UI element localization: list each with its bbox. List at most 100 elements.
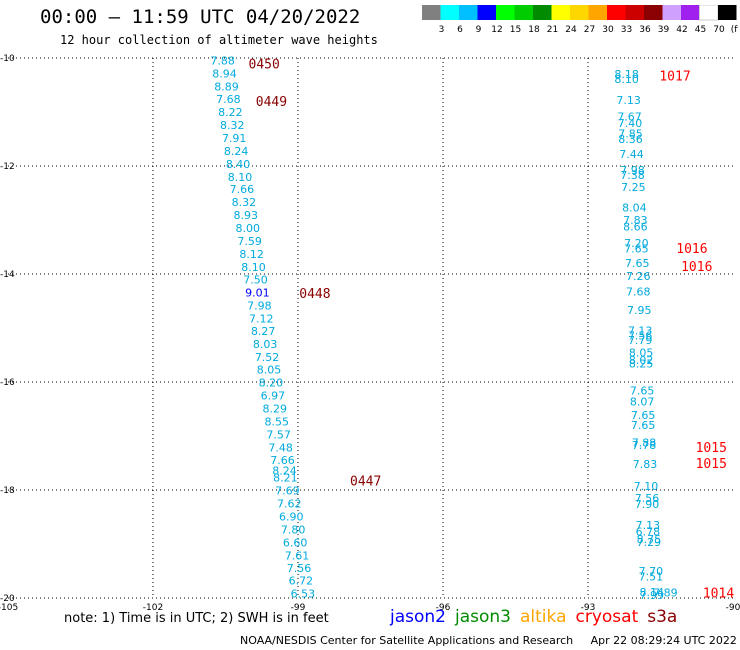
wave-height-point: 7.67 <box>617 110 642 123</box>
color-scale-label: 36 <box>639 25 651 35</box>
wave-height-point: 7.20 <box>624 237 649 250</box>
wave-height-point: 7.12 <box>249 312 274 325</box>
x-tick-label: -96 <box>436 603 451 613</box>
color-swatch <box>514 5 533 20</box>
wave-height-point: 7.88 <box>632 436 657 449</box>
wave-height-point: 7.80 <box>281 523 306 536</box>
color-scale-label: 18 <box>528 25 540 35</box>
wave-height-point: 7.50 <box>243 273 268 286</box>
wave-height-point: 7.68 <box>626 285 651 298</box>
legend-jason3: jason3 <box>455 607 511 627</box>
wave-height-point: 7.70 <box>639 565 664 578</box>
y-tick-label: -14 <box>0 270 15 280</box>
wave-height-point: 7.88 <box>210 55 235 68</box>
wave-height-point: 7.56 <box>287 562 312 575</box>
wave-height-point: 7.66 <box>270 454 295 467</box>
y-tick-label: -10 <box>0 54 15 64</box>
wave-height-point: 7.65 <box>631 419 656 432</box>
x-tick-label: -93 <box>581 603 596 613</box>
color-swatch <box>459 5 478 20</box>
time-label: 0449 <box>256 95 287 110</box>
color-swatch <box>625 5 644 20</box>
legend-cryosat: cryosat <box>575 607 639 627</box>
x-tick-label: -99 <box>291 603 306 613</box>
x-tick-label: -105 <box>0 603 18 613</box>
wave-height-point: 8.32 <box>220 119 245 132</box>
wave-height-point: 7.69 <box>275 485 300 498</box>
wave-height-point: 7.98 <box>620 164 645 177</box>
y-tick-label: -12 <box>0 162 15 172</box>
wave-height-point: 8.14 <box>640 586 665 599</box>
time-label: 1017 <box>659 69 690 84</box>
wave-height-point: 8.93 <box>234 209 259 222</box>
y-tick-label: -20 <box>0 594 15 604</box>
wave-height-point: 7.62 <box>277 498 302 511</box>
legend-jason2: jason2 <box>390 607 446 627</box>
wave-height-point: 7.59 <box>237 235 262 248</box>
wave-height-point: 7.65 <box>625 257 650 270</box>
wave-height-point: 7.25 <box>621 181 646 194</box>
color-swatch <box>496 5 515 20</box>
wave-height-point: 8.55 <box>264 415 289 428</box>
color-swatch <box>662 5 681 20</box>
color-scale-label: (ft) <box>731 25 738 35</box>
color-swatch <box>681 5 700 20</box>
footnote: note: 1) Time is in UTC; 2) SWH is in fe… <box>64 611 329 626</box>
wave-height-point: 8.22 <box>218 106 243 119</box>
color-swatch <box>422 5 441 20</box>
wave-height-point: 8.10 <box>614 73 639 86</box>
wave-height-point: 8.05 <box>629 346 654 359</box>
color-scale-label: 45 <box>695 25 706 35</box>
wave-height-point: 6.78 <box>636 526 661 539</box>
color-scale-label: 30 <box>602 25 614 35</box>
wave-height-point: 8.75 <box>637 533 662 546</box>
wave-height-point: 7.44 <box>619 148 644 161</box>
time-label: 0447 <box>350 474 381 489</box>
color-swatch <box>718 5 737 20</box>
wave-height-point: 7.83 <box>633 458 658 471</box>
wave-height-point: 8.32 <box>232 196 257 209</box>
wave-height-point: 8.12 <box>239 248 264 261</box>
color-scale-label: 3 <box>439 25 445 35</box>
wave-height-point: 8.20 <box>259 377 284 390</box>
wave-height-point: 7.99 <box>640 589 665 602</box>
legend-altika: altika <box>520 607 567 627</box>
wave-height-point: 7.65 <box>630 385 655 398</box>
wave-height-point: 7.95 <box>627 304 652 317</box>
wave-height-point: 8.66 <box>623 220 648 233</box>
wave-height-point: 7.65 <box>631 409 656 422</box>
wave-height-point: 7.90 <box>635 498 660 511</box>
wave-height-point: 6.53 <box>291 588 316 601</box>
wave-height-point: 7.56 <box>628 330 653 343</box>
color-scale-label: 15 <box>510 25 521 35</box>
wave-height-point: 7.65 <box>624 243 649 256</box>
color-scale-label: 21 <box>547 25 558 35</box>
time-label: 0450 <box>249 57 280 72</box>
wave-height-point: 7.98 <box>247 299 272 312</box>
wave-height-point: 6.97 <box>261 390 286 403</box>
wave-height-point: 8.02 <box>629 354 654 367</box>
wave-height-point: 7.79 <box>628 334 653 347</box>
wave-height-point: 8.04 <box>622 202 647 215</box>
wave-height-point: 8.21 <box>273 472 298 485</box>
time-label: 0448 <box>299 287 330 302</box>
wave-height-point: 7.48 <box>268 441 293 454</box>
credit-timestamp: Apr 22 08:29:24 UTC 2022 <box>590 634 737 647</box>
legend-s3a: s3a <box>647 607 678 627</box>
wave-height-point: 8.24 <box>224 145 249 158</box>
color-swatch <box>588 5 607 20</box>
wave-height-point: 7.13 <box>628 325 653 338</box>
wave-height-point: 7.89 <box>653 587 678 600</box>
color-scale-label: 9 <box>476 25 482 35</box>
color-scale-label: 70 <box>713 25 725 35</box>
x-tick-label: -90 <box>726 603 740 613</box>
time-label: 1016 <box>676 242 707 257</box>
wave-height-point: 8.24 <box>272 465 297 478</box>
wave-height-chart: -105 -102 -99 -96 -93 -90 -10 -12 -14 -16 -18 -20 7.… <box>0 54 740 613</box>
x-tick-label: -102 <box>143 603 163 613</box>
wave-height-point: 8.89 <box>214 81 239 94</box>
wave-height-point: 8.25 <box>629 358 654 371</box>
wave-height-point: 8.36 <box>618 133 643 146</box>
